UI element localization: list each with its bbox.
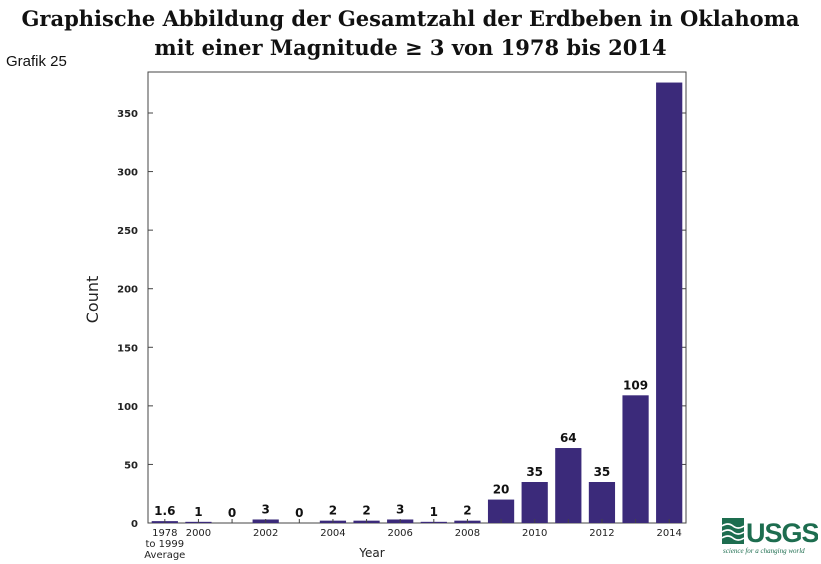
chart-title: Graphische Abbildung der Gesamtzahl der …: [0, 4, 821, 62]
x-tick-label: 2004: [320, 528, 345, 539]
data-label: 0: [295, 506, 303, 520]
usgs-logo-tagline: science for a changing world: [723, 547, 805, 555]
y-tick-label: 250: [117, 226, 138, 237]
x-tick-label-line: 2004: [320, 528, 345, 539]
x-tick-label: 2008: [455, 528, 480, 539]
data-label: 3: [396, 502, 404, 516]
bar: [521, 482, 548, 523]
usgs-logo: USGS science for a changing world: [722, 518, 818, 555]
x-tick-label: 2012: [589, 528, 614, 539]
data-label: 1.6: [154, 504, 175, 518]
plot-frame: [147, 71, 687, 524]
figure-label: Grafik 25: [6, 53, 67, 70]
data-label: 1: [194, 505, 202, 519]
bar: [555, 448, 582, 523]
data-label: 109: [623, 378, 648, 392]
bar: [656, 82, 683, 524]
x-tick-label: 2002: [253, 528, 278, 539]
data-label: 2: [463, 504, 471, 518]
y-tick-label: 0: [131, 519, 138, 530]
x-tick-label: 2014: [656, 528, 681, 539]
chart-title-line1: Graphische Abbildung der Gesamtzahl der …: [21, 6, 800, 31]
data-label: 20: [493, 483, 510, 497]
x-tick-label-line: 1978: [152, 528, 177, 539]
data-label: 35: [594, 465, 611, 479]
y-tick-label: 100: [117, 402, 138, 413]
x-tick-label-line: Average: [144, 550, 185, 561]
data-label: 3: [262, 502, 270, 516]
data-label: 2: [362, 504, 370, 518]
x-tick-label-line: 2000: [186, 528, 211, 539]
x-tick-label: 2000: [186, 528, 211, 539]
x-tick-label-line: 2002: [253, 528, 278, 539]
usgs-logo-text: USGS: [746, 518, 818, 548]
y-tick-label: 350: [117, 109, 138, 120]
x-tick-label: 2006: [387, 528, 412, 539]
bar: [487, 499, 515, 523]
y-tick-label: 150: [117, 343, 138, 354]
x-tick-label-line: 2010: [522, 528, 547, 539]
data-label: 1: [430, 505, 438, 519]
data-label: 35: [526, 465, 543, 479]
x-tick-label: 2010: [522, 528, 547, 539]
x-axis-label: Year: [358, 546, 384, 560]
x-tick-label-line: to 1999: [145, 539, 184, 550]
bar: [588, 482, 616, 523]
x-tick-label-line: 2014: [656, 528, 681, 539]
bar: [622, 395, 649, 523]
chart-title-line2: mit einer Magnitude ≥ 3 von 1978 bis 201…: [154, 35, 667, 60]
x-tick-label: 1978 to 1999 Average: [144, 528, 185, 561]
x-tick-label-line: 2006: [387, 528, 412, 539]
data-label: 0: [228, 506, 236, 520]
x-tick-label-line: 2008: [455, 528, 480, 539]
data-label: 2: [329, 504, 337, 518]
usgs-logo-mark: [722, 518, 745, 544]
y-tick-label: 50: [124, 460, 138, 471]
y-tick-label: 300: [117, 168, 138, 179]
y-tick-label: 200: [117, 285, 138, 296]
data-label: 64: [560, 431, 577, 445]
x-tick-label-line: 2012: [589, 528, 614, 539]
y-axis-label: Count: [83, 276, 102, 324]
